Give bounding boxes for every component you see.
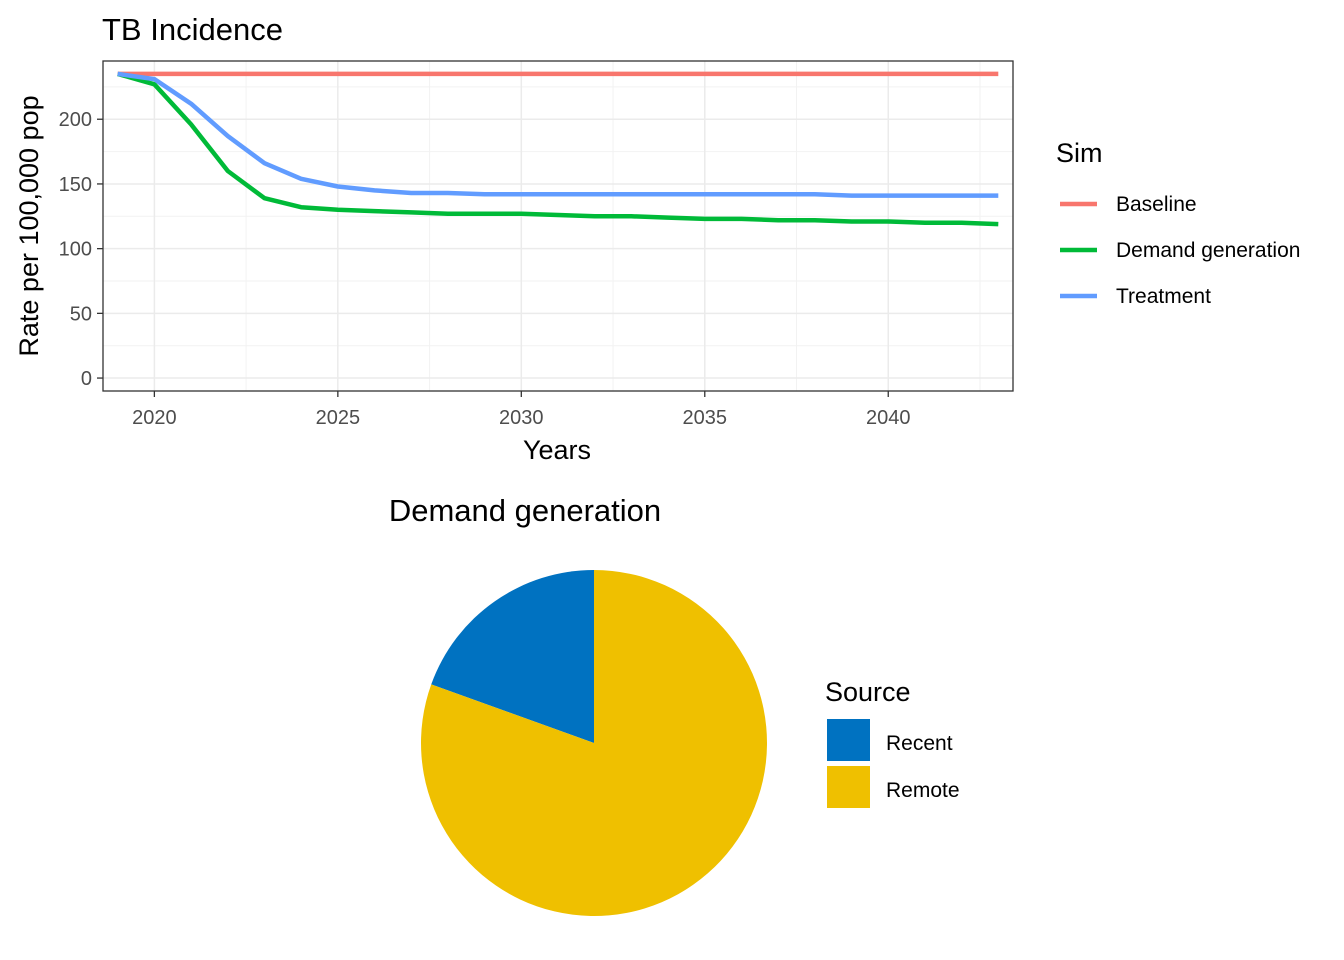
y-tick-label: 200 — [59, 109, 92, 131]
x-tick-label: 2025 — [316, 407, 361, 429]
legend-item: Recent — [827, 719, 953, 761]
pie-chart: Demand generation Source Recent Remote — [389, 493, 960, 916]
pie-legend-title: Source — [825, 677, 911, 707]
line-legend-title: Sim — [1056, 138, 1103, 168]
line-chart-title: TB Incidence — [102, 12, 283, 47]
legend-swatch — [827, 766, 870, 808]
x-tick-label: 2020 — [132, 407, 177, 429]
plot-panel — [103, 61, 1013, 391]
legend-label: Demand generation — [1116, 239, 1300, 262]
pie-chart-title: Demand generation — [389, 493, 661, 528]
pie-slices — [421, 570, 768, 916]
legend-label: Remote — [886, 779, 960, 802]
pie-slice-recent — [431, 570, 594, 743]
legend-label: Recent — [886, 732, 953, 755]
series-lines — [117, 71, 999, 227]
x-axis-label: Years — [523, 435, 591, 465]
y-tick-label: 0 — [81, 368, 92, 390]
y-tick-label: 100 — [59, 239, 92, 261]
plot-border — [102, 60, 1014, 392]
x-axis: 2020 2025 2030 2035 2040 — [132, 391, 910, 429]
x-tick-label: 2030 — [499, 407, 544, 429]
y-axis-label: Rate per 100,000 pop — [14, 95, 44, 356]
series-line-treatment — [117, 71, 999, 198]
legend-label: Treatment — [1116, 285, 1211, 308]
grid-minor — [103, 61, 1013, 391]
legend-swatch — [827, 719, 870, 761]
y-axis: 0 50 100 150 200 — [59, 109, 103, 390]
y-tick-label: 50 — [70, 303, 92, 325]
legend-item: Baseline — [1060, 193, 1197, 216]
x-tick-label: 2035 — [683, 407, 728, 429]
pie-legend: Source Recent Remote — [825, 677, 960, 808]
legend-item: Remote — [827, 766, 960, 808]
legend-item: Treatment — [1060, 285, 1211, 308]
line-legend: Sim Baseline Demand generation Treatment — [1056, 138, 1300, 308]
series-line-demand-generation — [117, 71, 999, 227]
grid-major — [103, 61, 1013, 391]
x-tick-label: 2040 — [866, 407, 911, 429]
legend-item: Demand generation — [1060, 239, 1300, 262]
y-tick-label: 150 — [59, 174, 92, 196]
legend-label: Baseline — [1116, 193, 1197, 216]
pie-slice-remote — [421, 570, 768, 916]
